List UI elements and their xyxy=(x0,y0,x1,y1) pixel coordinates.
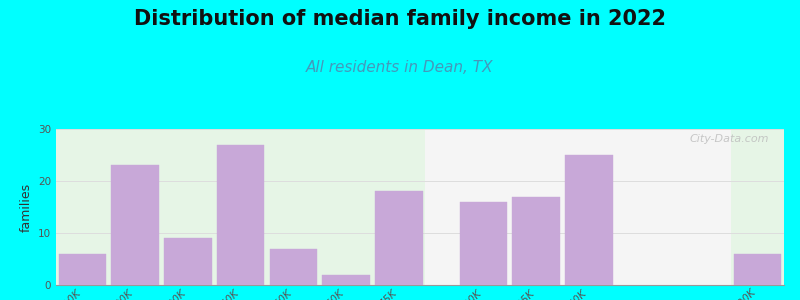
Bar xyxy=(322,274,370,285)
Text: Distribution of median family income in 2022: Distribution of median family income in … xyxy=(134,9,666,29)
Bar xyxy=(270,249,317,285)
Bar xyxy=(58,254,106,285)
Text: City-Data.com: City-Data.com xyxy=(690,134,770,144)
Y-axis label: families: families xyxy=(19,182,33,232)
Bar xyxy=(512,196,560,285)
Bar xyxy=(111,165,159,285)
Bar xyxy=(164,238,212,285)
Bar xyxy=(734,254,782,285)
Bar xyxy=(217,145,264,285)
Text: All residents in Dean, TX: All residents in Dean, TX xyxy=(306,60,494,75)
Bar xyxy=(731,129,784,285)
Bar xyxy=(459,202,507,285)
Bar xyxy=(565,155,613,285)
Bar xyxy=(457,129,615,285)
Bar xyxy=(375,191,422,285)
Bar xyxy=(56,129,426,285)
